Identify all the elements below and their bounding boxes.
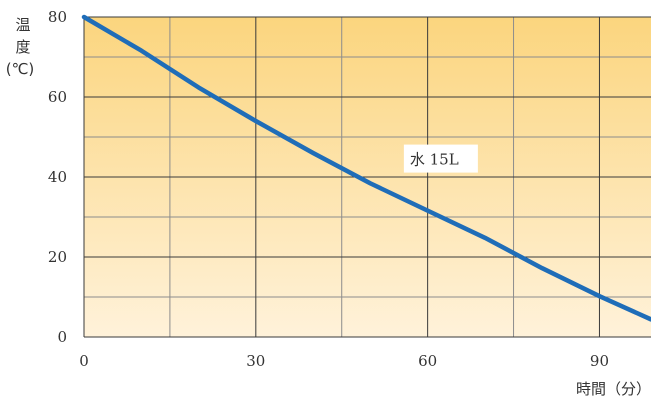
series-layer [81, 14, 651, 322]
y-axis-unit: (℃) [6, 60, 35, 78]
x-tick-label: 30 [246, 352, 265, 370]
y-tick-label: 60 [48, 88, 67, 106]
grid [83, 16, 651, 338]
y-axis-title-char-1: 温 [15, 16, 30, 34]
annotation-layer: 水 15L [403, 144, 478, 173]
series-line-0 [81, 14, 651, 322]
x-tick-label: 60 [418, 352, 437, 370]
x-axis-title: 時間（分） [576, 380, 651, 396]
y-tick-label: 40 [48, 168, 67, 186]
series-label: 水 15L [410, 151, 459, 169]
axis-title-layer: 温 度 (℃) 時間（分） [6, 16, 651, 396]
y-tick-label: 0 [57, 328, 67, 346]
tick-label-layer: 0 20 40 60 80 0 30 60 90 [48, 8, 609, 370]
y-axis-title-char-2: 度 [15, 38, 30, 56]
y-tick-label: 80 [48, 8, 67, 26]
series-label-box [403, 144, 478, 173]
x-tick-label: 90 [590, 352, 609, 370]
x-tick-label: 0 [79, 352, 89, 370]
y-tick-label: 20 [48, 248, 67, 266]
